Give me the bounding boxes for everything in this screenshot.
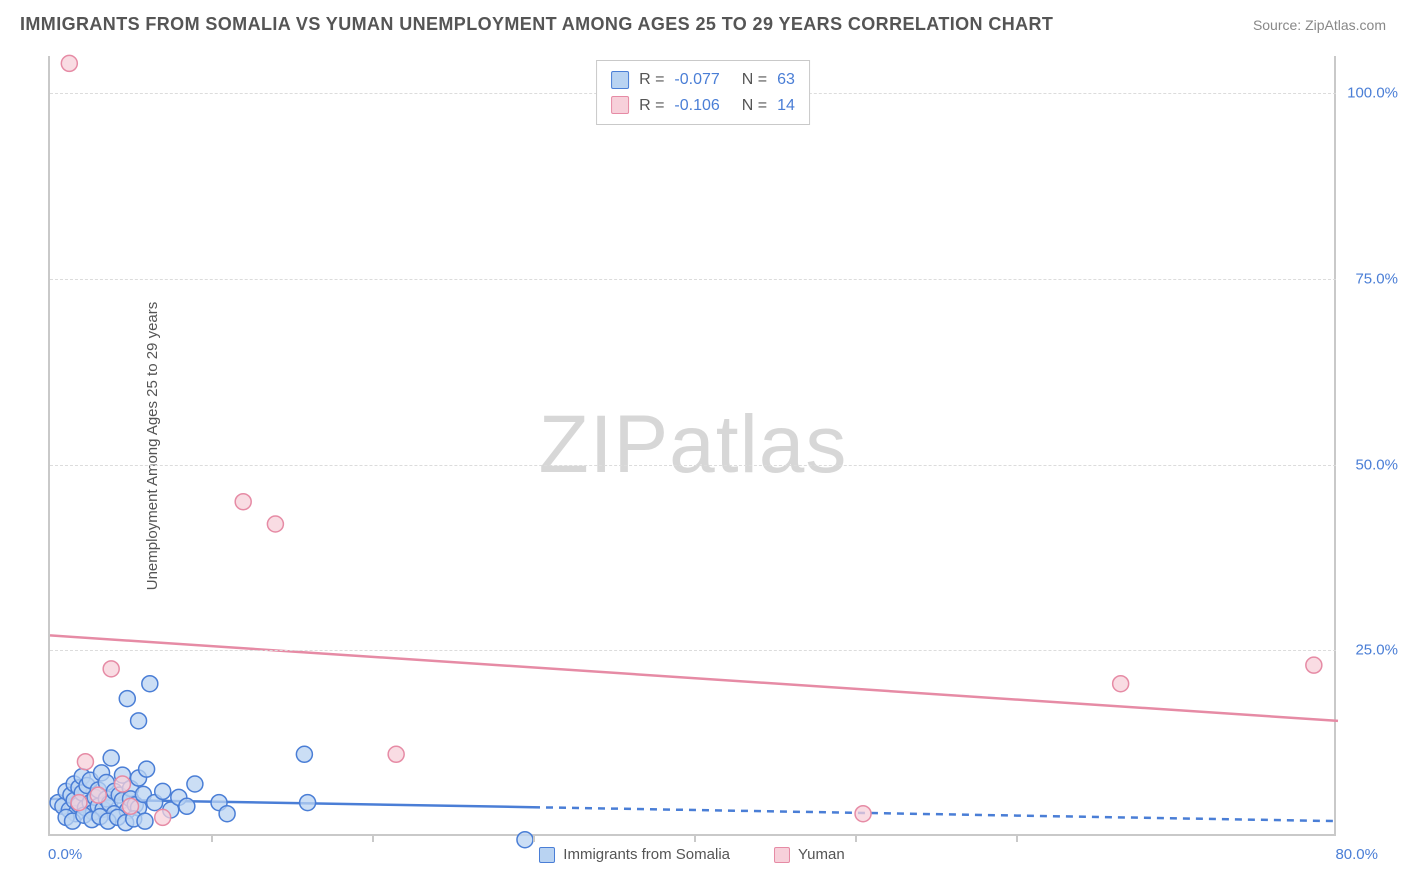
plot-area: ZIPatlas 25.0%50.0%75.0%100.0% xyxy=(48,56,1336,836)
data-point xyxy=(90,787,106,803)
data-point xyxy=(103,661,119,677)
data-point xyxy=(155,783,171,799)
stat-r-value: -0.077 xyxy=(674,67,719,93)
x-tick xyxy=(533,834,535,842)
data-point xyxy=(103,750,119,766)
grid-line xyxy=(50,465,1336,466)
data-point xyxy=(137,813,153,829)
stat-n-value: 63 xyxy=(777,67,795,93)
data-point xyxy=(114,776,130,792)
data-point xyxy=(131,713,147,729)
y-tick-label: 50.0% xyxy=(1355,456,1398,473)
data-point xyxy=(187,776,203,792)
plot-svg xyxy=(50,56,1336,834)
data-point xyxy=(139,761,155,777)
x-tick xyxy=(372,834,374,842)
data-point xyxy=(119,691,135,707)
stat-n-label: N = xyxy=(742,93,767,119)
data-point xyxy=(155,809,171,825)
legend-swatch xyxy=(611,96,629,114)
title-bar: IMMIGRANTS FROM SOMALIA VS YUMAN UNEMPLO… xyxy=(20,14,1386,35)
x-tick xyxy=(211,834,213,842)
legend-item: Immigrants from Somalia xyxy=(539,846,730,863)
legend-swatch xyxy=(611,71,629,89)
data-point xyxy=(123,798,139,814)
x-tick xyxy=(855,834,857,842)
trend-line-solid xyxy=(50,635,1338,720)
x-tick xyxy=(1016,834,1018,842)
x-tick xyxy=(694,834,696,842)
data-point xyxy=(235,494,251,510)
trend-line-dashed xyxy=(533,807,1338,821)
y-tick-label: 75.0% xyxy=(1355,270,1398,287)
data-point xyxy=(855,806,871,822)
y-tick-label: 100.0% xyxy=(1347,85,1398,102)
legend-label: Immigrants from Somalia xyxy=(563,846,730,863)
legend-stats-row: R = -0.077 N = 63 xyxy=(611,67,795,93)
source-attribution: Source: ZipAtlas.com xyxy=(1253,17,1386,33)
data-point xyxy=(61,55,77,71)
legend-label: Yuman xyxy=(798,846,845,863)
legend-bottom: Immigrants from Somalia Yuman xyxy=(48,846,1336,863)
grid-line xyxy=(50,279,1336,280)
stat-n-value: 14 xyxy=(777,93,795,119)
stat-r-label: R = xyxy=(639,67,664,93)
grid-line xyxy=(50,650,1336,651)
y-tick-label: 25.0% xyxy=(1355,642,1398,659)
data-point xyxy=(71,795,87,811)
legend-stats-box: R = -0.077 N = 63 R = -0.106 N = 14 xyxy=(596,60,810,125)
stat-r-value: -0.106 xyxy=(674,93,719,119)
data-point xyxy=(179,798,195,814)
legend-swatch xyxy=(539,847,555,863)
data-point xyxy=(219,806,235,822)
x-axis-max-label: 80.0% xyxy=(1335,846,1378,863)
data-point xyxy=(267,516,283,532)
data-point xyxy=(388,746,404,762)
data-point xyxy=(300,795,316,811)
data-point xyxy=(1113,676,1129,692)
data-point xyxy=(296,746,312,762)
legend-stats-row: R = -0.106 N = 14 xyxy=(611,93,795,119)
chart-title: IMMIGRANTS FROM SOMALIA VS YUMAN UNEMPLO… xyxy=(20,14,1053,35)
data-point xyxy=(142,676,158,692)
legend-swatch xyxy=(774,847,790,863)
legend-item: Yuman xyxy=(774,846,845,863)
data-point xyxy=(77,754,93,770)
stat-n-label: N = xyxy=(742,67,767,93)
stat-r-label: R = xyxy=(639,93,664,119)
data-point xyxy=(1306,657,1322,673)
